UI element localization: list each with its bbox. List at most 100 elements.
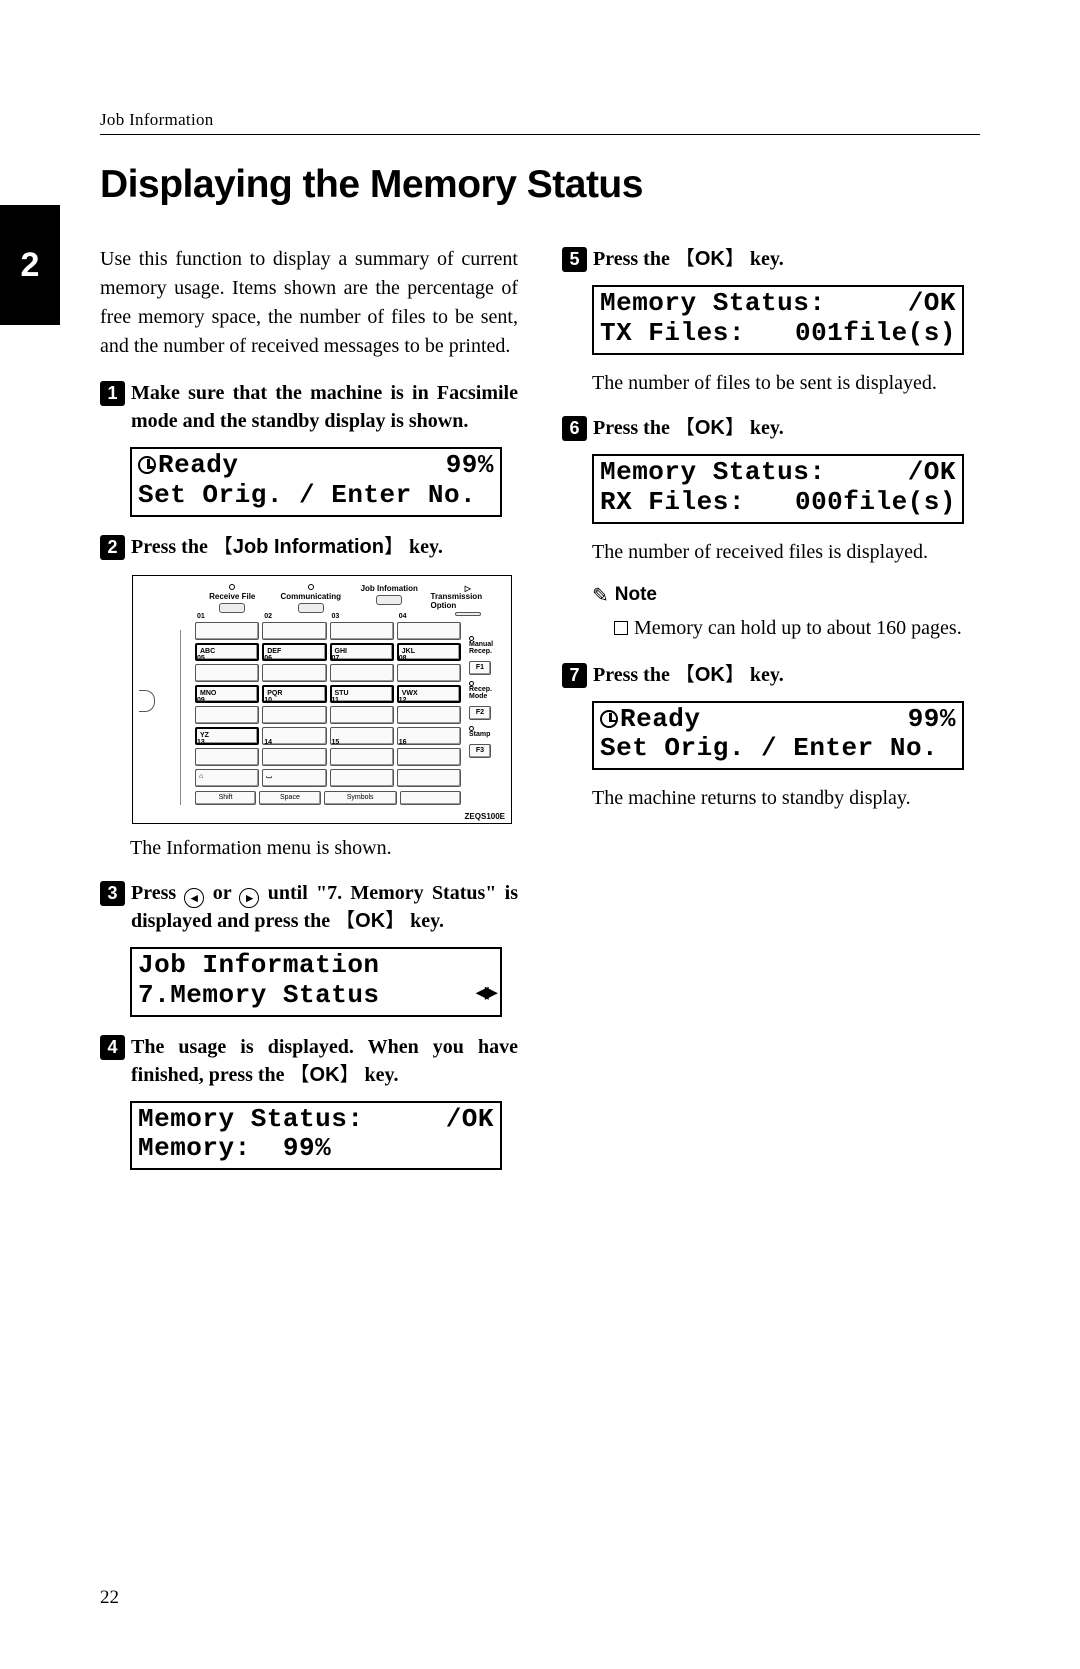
lcd-text: /OK xyxy=(908,458,956,488)
kp-side-label: Manual Recep. xyxy=(469,641,507,655)
kp-f2[interactable]: F2 xyxy=(469,706,491,720)
step-number-badge: 6 xyxy=(562,416,587,441)
right-column: 5 Press the OK key. Memory Status: /OK TX… xyxy=(562,245,980,1186)
lcd-rx-files: Memory Status:/OK RX Files:000file(s) xyxy=(592,454,964,524)
kp-key[interactable] xyxy=(262,622,326,640)
lcd-text: Job Information xyxy=(138,951,380,981)
lcd-job-info: Job Information 7.Memory Status ◀▶ xyxy=(130,947,502,1017)
step-5-text: Press the OK key. xyxy=(593,245,980,273)
keycap: OK xyxy=(335,910,405,932)
text: Press the xyxy=(593,248,675,270)
step-1: 1 Make sure that the machine is in Facsi… xyxy=(100,379,518,517)
right-arrow-icon: ▸ xyxy=(239,888,259,908)
step-6: 6 Press the OK key. Memory Status:/OK RX… xyxy=(562,414,980,643)
step-1-text: Make sure that the machine is in Facsimi… xyxy=(131,379,518,435)
kp-key[interactable] xyxy=(195,706,259,724)
kp-key[interactable] xyxy=(397,622,461,640)
kp-key[interactable] xyxy=(330,622,394,640)
kp-key[interactable] xyxy=(397,748,461,766)
kp-key[interactable]: STU xyxy=(330,685,394,703)
step-number-badge: 7 xyxy=(562,663,587,688)
step-7-text: Press the OK key. xyxy=(593,661,980,689)
kp-side-label: Stamp xyxy=(469,731,490,738)
lcd-text: Memory Status: xyxy=(600,289,825,319)
left-column: Use this function to display a summary o… xyxy=(100,245,518,1186)
lcd-ready-2: Ready99% Set Orig. / Enter No. xyxy=(592,701,964,771)
kp-key[interactable] xyxy=(195,748,259,766)
lcd-text: Set Orig. / Enter No. xyxy=(138,481,476,511)
page-title: Displaying the Memory Status xyxy=(100,163,980,207)
kp-key[interactable] xyxy=(397,664,461,682)
kp-shift[interactable]: Shift xyxy=(195,791,256,805)
kp-blank[interactable] xyxy=(400,791,461,805)
lcd-text: /OK xyxy=(446,1105,494,1135)
kp-key[interactable] xyxy=(195,622,259,640)
kp-key[interactable] xyxy=(262,706,326,724)
two-column-layout: Use this function to display a summary o… xyxy=(100,245,980,1186)
kp-symbols[interactable]: Symbols xyxy=(324,791,397,805)
nav-arrows-icon: ◀▶ xyxy=(476,981,495,1011)
keypad-header: Receive File Communicating Job Infomatio… xyxy=(195,584,505,616)
kp-f1[interactable]: F1 xyxy=(469,661,491,675)
step-7-body: The machine returns to standby display. xyxy=(592,784,980,813)
page-number: 22 xyxy=(100,1587,119,1609)
step-number-badge: 2 xyxy=(100,535,125,560)
lcd-text: 7.Memory Status xyxy=(138,981,380,1011)
step-number-badge: 5 xyxy=(562,247,587,272)
lcd-text: Memory: 99% xyxy=(138,1134,331,1164)
lcd-text: /OK xyxy=(908,289,956,319)
lcd-ready: Ready 99% Set Orig. / Enter No. xyxy=(130,447,502,517)
text: key. xyxy=(404,536,443,558)
lcd-text: RX Files: xyxy=(600,488,745,518)
kp-key[interactable] xyxy=(195,664,259,682)
intro-paragraph: Use this function to display a summary o… xyxy=(100,245,518,361)
text: Press xyxy=(131,882,184,904)
step-7: 7 Press the OK key. Ready99% Set Orig. /… xyxy=(562,661,980,814)
lcd-text: 99% xyxy=(446,451,494,481)
lcd-text: Ready xyxy=(158,450,239,480)
kp-key[interactable] xyxy=(397,706,461,724)
kp-key[interactable] xyxy=(330,748,394,766)
text: key. xyxy=(745,248,784,270)
step-3-text: Press ◂ or ▸ until "7. Memory Status" is… xyxy=(131,879,518,935)
keycap: OK xyxy=(675,248,745,270)
step-number-badge: 1 xyxy=(100,381,125,406)
note-label: Note xyxy=(615,584,657,606)
step-3: 3 Press ◂ or ▸ until "7. Memory Status" … xyxy=(100,879,518,1017)
kp-key[interactable] xyxy=(397,769,461,787)
keypad-grid: ABCDEFGHIJKLMNOPQRSTUVWXYZ⌂⌴ xyxy=(195,622,461,787)
kp-key[interactable]: ⌴ xyxy=(262,769,326,787)
lcd-text: 000file(s) xyxy=(795,488,956,518)
step-2: 2 Press the Job Information key. Receive… xyxy=(100,533,518,863)
keycap: Job Information xyxy=(213,536,404,558)
kp-space[interactable]: Space xyxy=(259,791,320,805)
lcd-text: TX Files: xyxy=(600,319,745,349)
kp-key[interactable] xyxy=(262,664,326,682)
step-6-text: Press the OK key. xyxy=(593,414,980,442)
text: key. xyxy=(405,910,444,932)
kp-key[interactable] xyxy=(262,748,326,766)
keypad-bottom-row: Shift Space Symbols xyxy=(195,791,461,805)
kp-key[interactable] xyxy=(330,664,394,682)
kp-key[interactable]: ⌂ xyxy=(195,769,259,787)
kp-key[interactable] xyxy=(330,769,394,787)
kp-key[interactable] xyxy=(330,706,394,724)
text: or xyxy=(204,882,239,904)
pencil-icon: ✎ xyxy=(592,583,609,608)
bullet-box-icon xyxy=(614,621,628,635)
lcd-text: 99% xyxy=(908,705,956,735)
step-4-text: The usage is displayed. When you have fi… xyxy=(131,1033,518,1089)
left-arrow-icon: ◂ xyxy=(184,888,204,908)
keycap: OK xyxy=(675,417,745,439)
kp-f3[interactable]: F3 xyxy=(469,744,491,758)
keypad-figure: Receive File Communicating Job Infomatio… xyxy=(132,575,512,824)
step-6-body: The number of received files is displaye… xyxy=(592,538,980,567)
step-number-badge: 3 xyxy=(100,881,125,906)
step-5: 5 Press the OK key. Memory Status: /OK TX… xyxy=(562,245,980,398)
text: Memory can hold up to about 160 pages. xyxy=(634,617,962,639)
figure-reference: ZEQS100E xyxy=(465,812,505,821)
kp-label: Transmission Option xyxy=(431,592,506,610)
keypad-side: Manual Recep. F1 Recep. Mode F2 Stamp F3 xyxy=(469,636,507,764)
lcd-text: Memory Status: xyxy=(138,1105,363,1135)
running-header: Job Information xyxy=(100,110,980,130)
